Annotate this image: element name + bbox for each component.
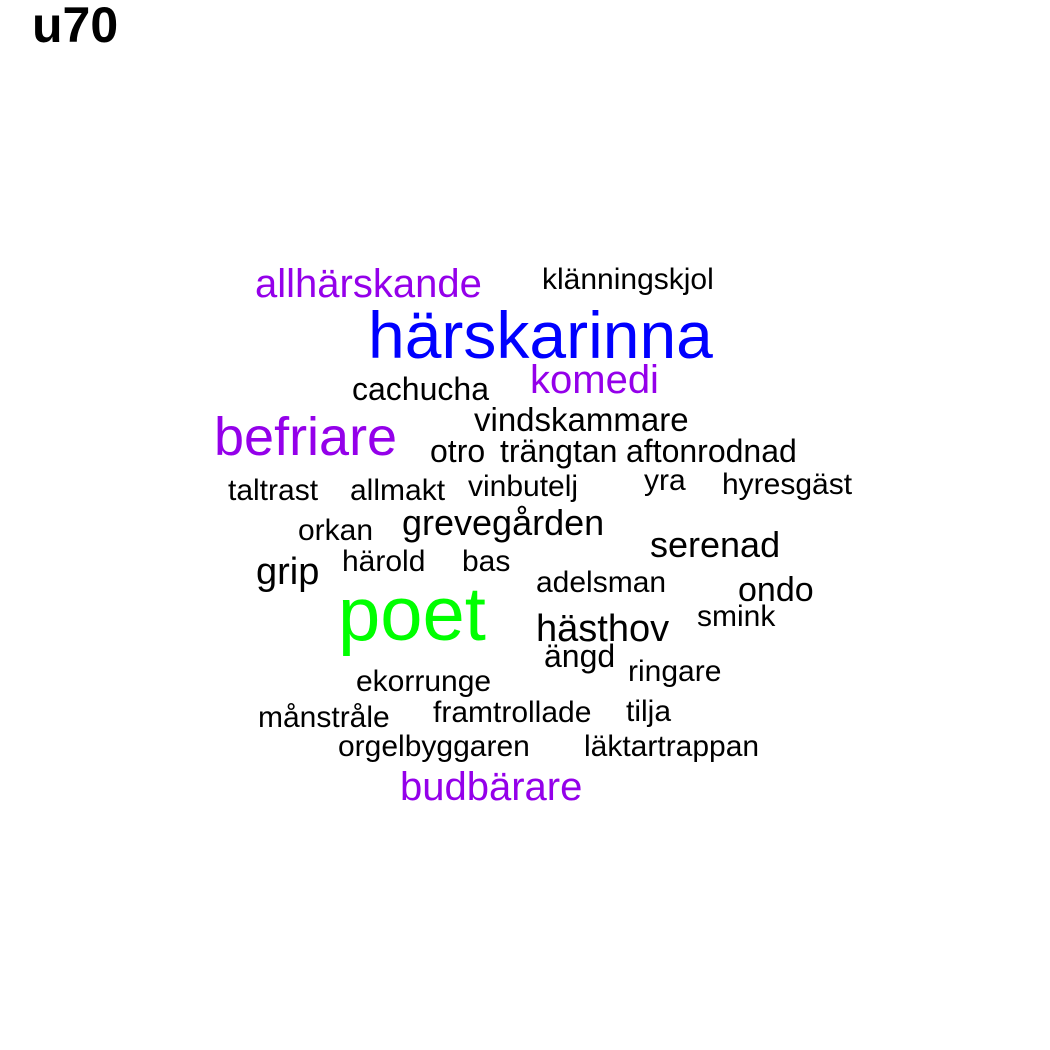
word-32: orgelbyggaren [338, 730, 530, 763]
word-31: tilja [626, 695, 672, 728]
word-7: otro [430, 433, 486, 469]
word-28: ekorrunge [356, 665, 492, 698]
word-13: yra [644, 464, 686, 497]
word-23: poet [338, 572, 486, 657]
word-22: ondo [738, 571, 814, 609]
word-33: läktartrappan [584, 730, 760, 763]
word-24: hästhov [536, 608, 670, 650]
word-2: härskarinna [368, 298, 713, 372]
word-34: budbärare [400, 765, 583, 809]
word-11: allmakt [350, 474, 446, 507]
word-16: grevegården [402, 502, 605, 543]
word-30: framtrollade [433, 696, 592, 729]
word-4: komedi [530, 358, 659, 402]
word-0: allhärskande [255, 262, 482, 306]
word-9: aftonrodnad [626, 433, 797, 469]
word-14: hyresgäst [722, 468, 853, 501]
word-12: vinbutelj [468, 470, 579, 503]
word-18: grip [256, 551, 320, 593]
word-3: cachucha [352, 371, 489, 407]
word-20: bas [462, 545, 511, 578]
word-8: trängtan [500, 433, 618, 469]
word-29: månstråle [258, 701, 390, 734]
word-17: serenad [650, 524, 781, 565]
page-title: u70 [32, 0, 119, 53]
word-26: ängd [544, 638, 616, 674]
word-6: vindskammare [474, 401, 689, 438]
word-10: taltrast [228, 474, 319, 507]
word-19: härold [342, 545, 426, 578]
word-25: smink [697, 600, 776, 633]
word-15: orkan [298, 514, 374, 547]
word-27: ringare [628, 655, 722, 688]
word-1: klänningskjol [542, 263, 714, 296]
word-5: befriare [214, 407, 398, 467]
word-21: adelsman [536, 566, 667, 599]
